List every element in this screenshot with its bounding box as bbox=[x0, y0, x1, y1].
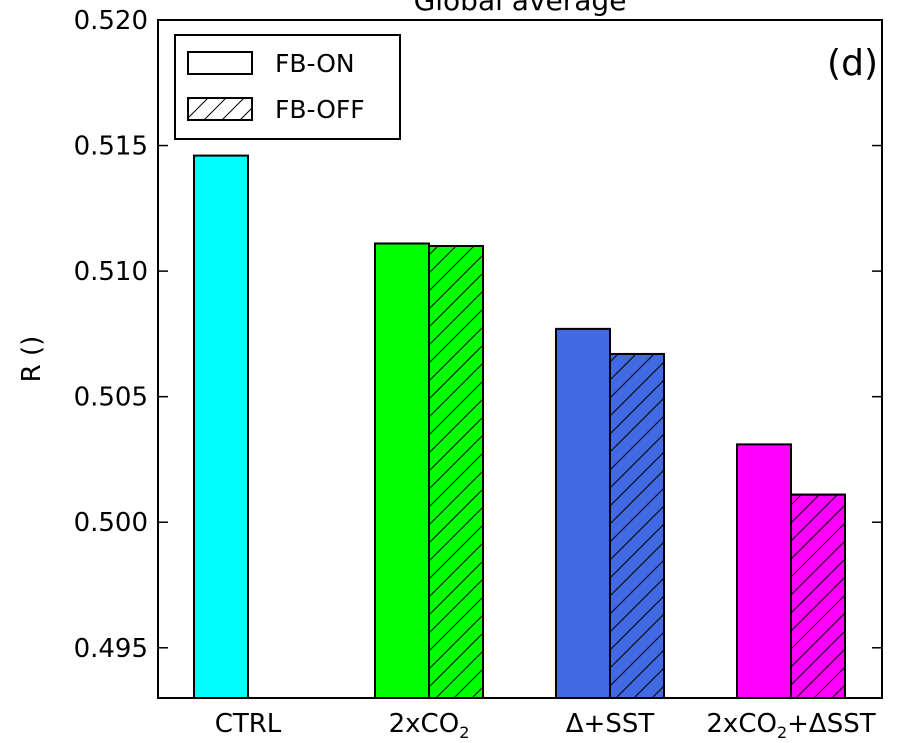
bar-hatch-fb-off bbox=[790, 493, 846, 698]
bars-group bbox=[193, 154, 846, 698]
x-tick-label: 2xCO2 bbox=[389, 709, 470, 742]
bar-hatch-fb-off bbox=[609, 352, 665, 698]
bar-fb-on bbox=[193, 154, 249, 698]
legend-swatch-fb-on bbox=[187, 51, 253, 75]
x-axis: CTRL 2xCO2 Δ+SST 2xCO2+ΔSST bbox=[215, 709, 876, 742]
plot-frame bbox=[157, 19, 883, 699]
x-tick-label: CTRL bbox=[215, 709, 282, 739]
y-axis-label: R () bbox=[17, 336, 47, 383]
legend-label-fb-on: FB-ON bbox=[275, 49, 355, 78]
y-tick-label: 0.515 bbox=[74, 132, 148, 162]
y-tick-label: 0.505 bbox=[74, 383, 148, 413]
legend-label-fb-off: FB-OFF bbox=[275, 95, 365, 124]
bar-fb-on bbox=[555, 327, 611, 698]
panel-label: (d) bbox=[827, 43, 878, 84]
bar-hatch-fb-off bbox=[428, 245, 484, 698]
bar-fb-on bbox=[374, 242, 430, 698]
y-tick-label: 0.510 bbox=[74, 257, 148, 287]
chart-title: Global average bbox=[414, 0, 627, 17]
y-tick-label: 0.495 bbox=[74, 634, 148, 664]
bar-fb-on bbox=[736, 443, 792, 698]
legend-swatch-fb-off bbox=[187, 97, 253, 121]
y-tick-label: 0.520 bbox=[74, 6, 148, 36]
x-tick-label: Δ+SST bbox=[566, 709, 655, 739]
y-axis: 0.495 0.500 0.505 0.510 0.515 0.520 bbox=[74, 6, 882, 664]
x-tick-label: 2xCO2+ΔSST bbox=[706, 709, 875, 742]
legend: FB-ON FB-OFF bbox=[174, 34, 401, 140]
y-tick-label: 0.500 bbox=[74, 508, 148, 538]
